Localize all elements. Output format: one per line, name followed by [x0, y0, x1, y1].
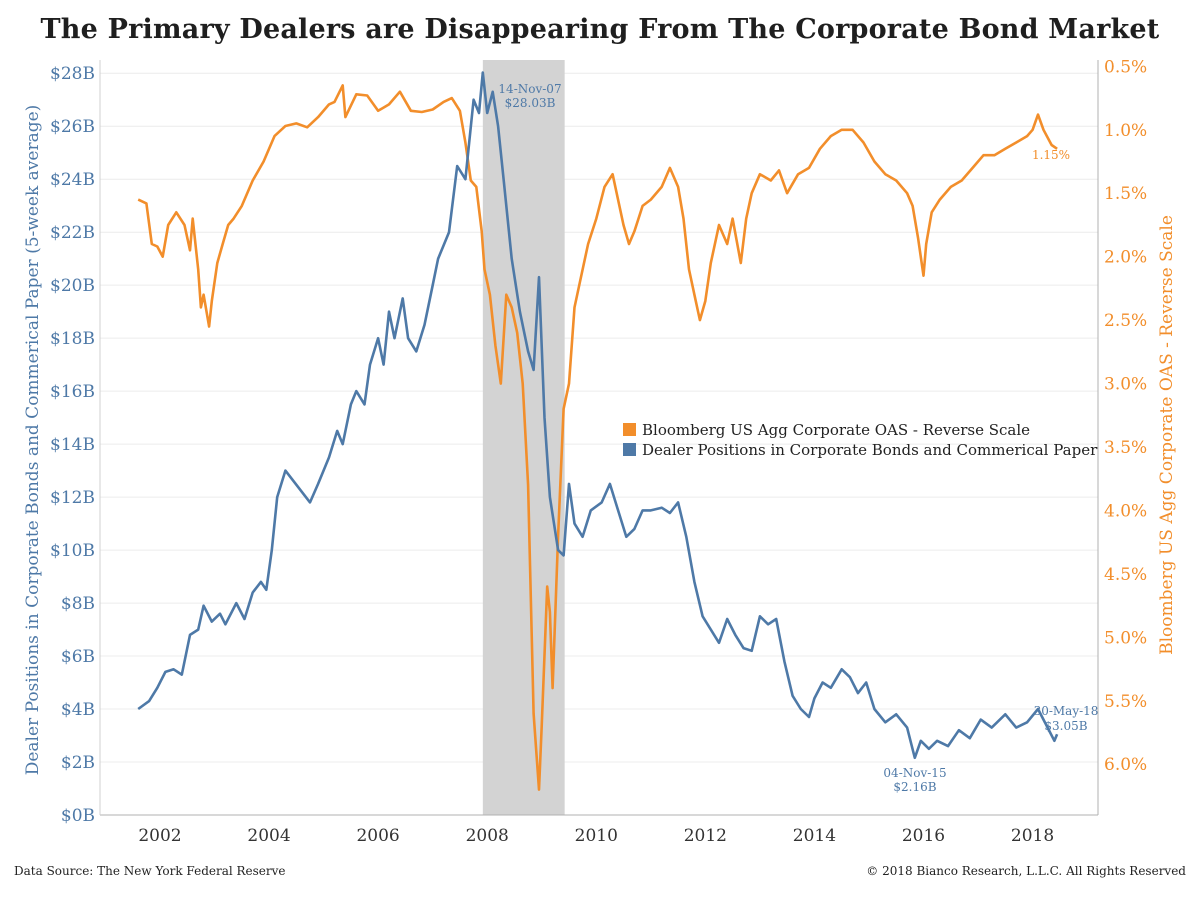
x-tick-label: 2014	[793, 826, 836, 846]
left-tick-label: $0B	[61, 806, 95, 826]
legend-label-dealer: Dealer Positions in Corporate Bonds and …	[642, 441, 1098, 459]
right-tick-label: 4.0%	[1104, 501, 1147, 521]
left-axis-ticks: $0B $2B $4B $6B $8B $10B $12B $14B $16B $18B $20B $…	[50, 64, 95, 826]
right-axis-ticks: 0.5% 1.0% 1.5% 2.0% 2.5% 3.0% 3.5% 4.0% 4.5% 5.0%…	[1104, 57, 1147, 775]
copyright: © 2018 Bianco Research, L.L.C. All Right…	[866, 864, 1186, 878]
x-tick-label: 2012	[684, 826, 727, 846]
annotation-low-value: $2.16B	[893, 780, 936, 794]
left-tick-label: $4B	[61, 700, 95, 720]
x-tick-label: 2008	[466, 826, 509, 846]
x-tick-label: 2018	[1011, 826, 1054, 846]
legend-swatch-oas	[623, 423, 636, 436]
left-tick-label: $26B	[50, 117, 95, 137]
x-tick-label: 2002	[138, 826, 181, 846]
data-source: Data Source: The New York Federal Reserv…	[14, 864, 286, 878]
x-tick-label: 2004	[247, 826, 290, 846]
legend-label-oas: Bloomberg US Agg Corporate OAS - Reverse…	[642, 421, 1030, 439]
left-tick-label: $8B	[61, 594, 95, 614]
annotation-last-value: $3.05B	[1044, 719, 1087, 733]
recession-shading	[482, 60, 565, 815]
legend-swatch-dealer	[623, 443, 636, 456]
right-tick-label: 6.0%	[1104, 755, 1147, 775]
right-tick-label: 2.5%	[1104, 311, 1147, 331]
left-tick-label: $18B	[50, 329, 95, 349]
dealer-series-line	[137, 71, 1059, 760]
right-tick-label: 5.5%	[1104, 692, 1147, 712]
oas-series-line	[137, 84, 1058, 791]
chart-canvas: $0B $2B $4B $6B $8B $10B $12B $14B $16B $18B $20B $…	[23, 57, 1177, 846]
annotation-low-date: 04-Nov-15	[883, 766, 946, 780]
x-tick-label: 2016	[902, 826, 945, 846]
right-tick-label: 5.0%	[1104, 628, 1147, 648]
right-tick-label: 1.5%	[1104, 184, 1147, 204]
left-tick-label: $28B	[50, 64, 95, 84]
left-tick-label: $6B	[61, 647, 95, 667]
left-tick-label: $12B	[50, 488, 95, 508]
right-tick-label: 0.5%	[1104, 57, 1147, 77]
left-tick-label: $22B	[50, 223, 95, 243]
right-tick-label: 1.0%	[1104, 121, 1147, 141]
left-tick-label: $24B	[50, 170, 95, 190]
right-tick-label: 2.0%	[1104, 248, 1147, 268]
right-tick-label: 3.5%	[1104, 438, 1147, 458]
annotation-peak-date: 14-Nov-07	[498, 82, 561, 96]
annotation-peak-value: $28.03B	[505, 96, 556, 110]
x-tick-label: 2006	[356, 826, 399, 846]
x-tick-label: 2010	[575, 826, 618, 846]
right-tick-label: 4.5%	[1104, 565, 1147, 585]
right-tick-label: 3.0%	[1104, 375, 1147, 395]
left-tick-label: $2B	[61, 753, 95, 773]
left-tick-label: $10B	[50, 541, 95, 561]
x-axis-ticks: 2002 2004 2006 2008 2010 2012 2014 2016 2018	[138, 826, 1054, 846]
left-tick-label: $16B	[50, 382, 95, 402]
annotation-last-date: 30-May-18	[1034, 704, 1099, 718]
left-axis-label: Dealer Positions in Corporate Bonds and …	[23, 105, 43, 776]
grid-lines	[100, 72, 1098, 816]
right-axis-label: Bloomberg US Agg Corporate OAS - Reverse…	[1157, 215, 1177, 655]
left-tick-label: $20B	[50, 276, 95, 296]
chart-title: The Primary Dealers are Disappearing Fro…	[40, 14, 1160, 45]
annotation-oas-last: 1.15%	[1032, 148, 1070, 162]
left-tick-label: $14B	[50, 435, 95, 455]
